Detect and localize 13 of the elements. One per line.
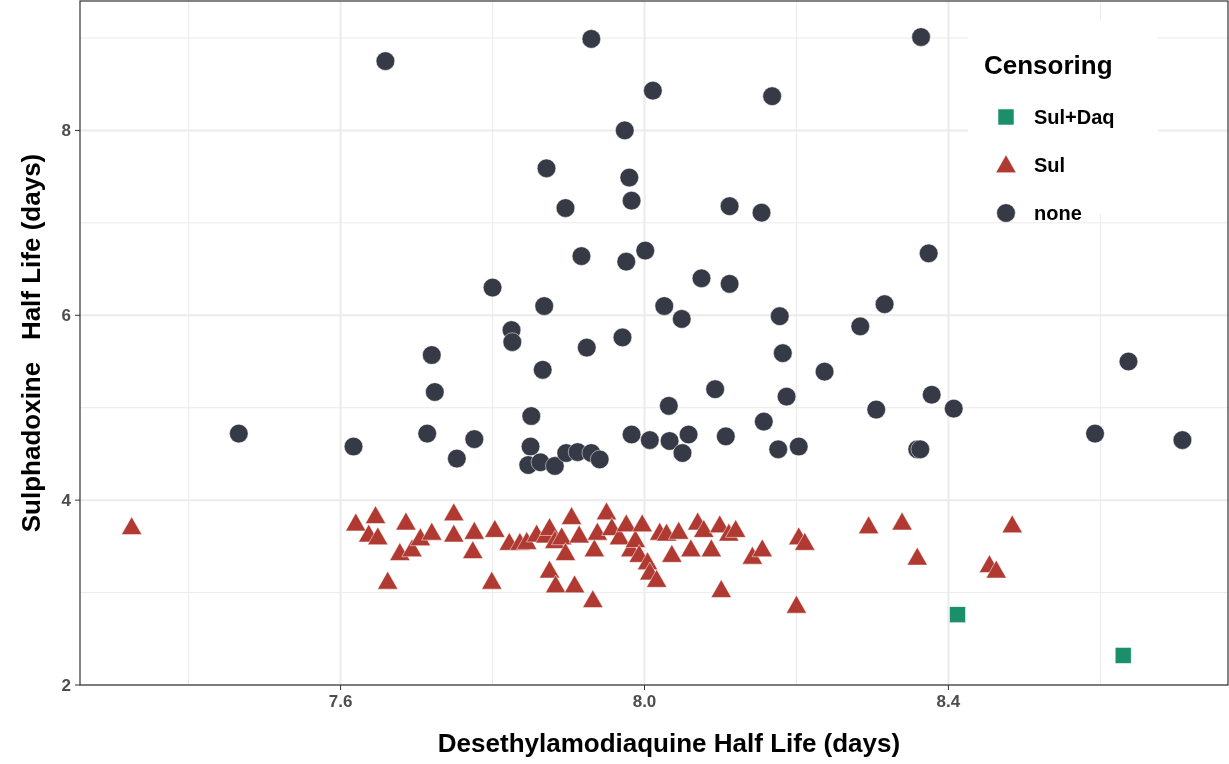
legend-label: none xyxy=(1034,202,1082,224)
x-axis-title: Desethylamodiaquine Half Life (days) xyxy=(437,728,901,758)
y-tick-label: 2 xyxy=(61,676,71,695)
y-tick-label: 4 xyxy=(61,491,72,511)
y-axis-title: Sulphadoxine Half Life (days) xyxy=(16,153,46,533)
y-tick-label: 8 xyxy=(61,121,71,141)
legend-label: Sul xyxy=(1034,154,1066,176)
x-tick-label: 8.0 xyxy=(632,692,657,711)
legend-title: Censoring xyxy=(984,50,1113,80)
y-tick-label: 6 xyxy=(61,306,71,326)
x-tick-label: 7.6 xyxy=(328,692,353,711)
x-tick-label: 8.4 xyxy=(936,692,961,711)
legend-label: Sul+Daq xyxy=(1034,106,1115,128)
